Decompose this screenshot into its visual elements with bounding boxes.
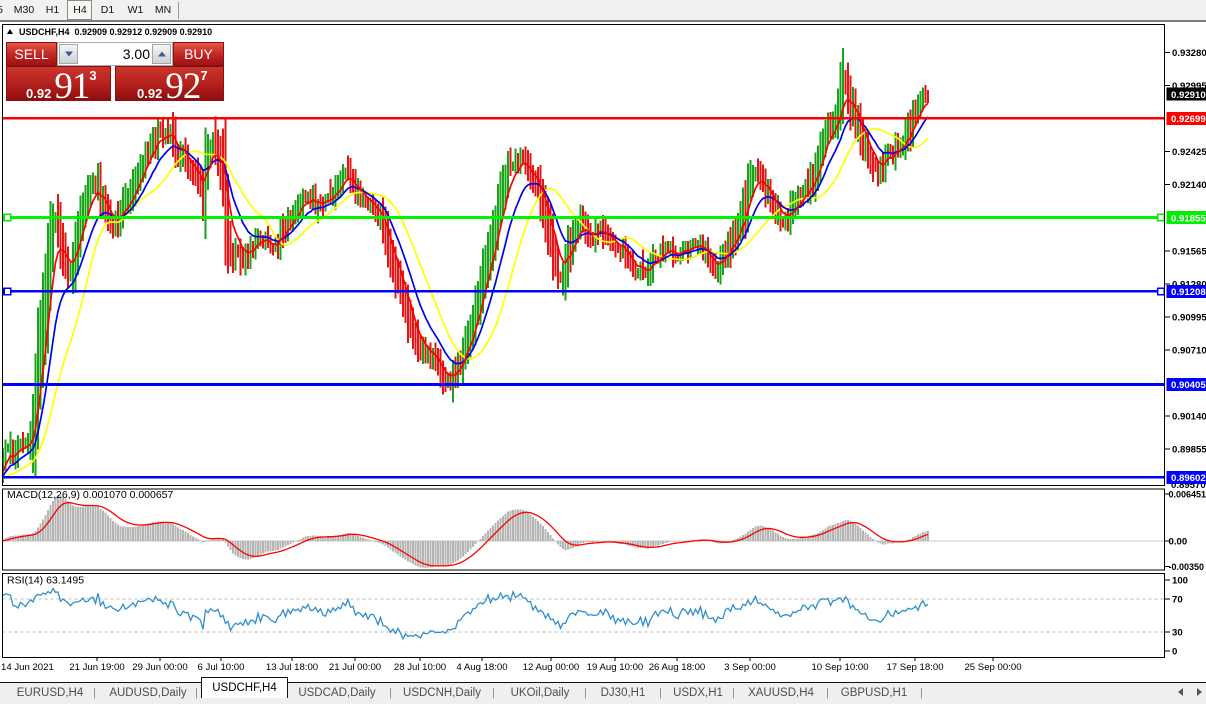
svg-text:0.92910: 0.92910: [1171, 90, 1206, 101]
svg-text:28 Jul 10:00: 28 Jul 10:00: [394, 662, 446, 673]
svg-text:25 Sep 00:00: 25 Sep 00:00: [964, 662, 1021, 673]
svg-text:0.93280: 0.93280: [1172, 48, 1206, 59]
svg-text:70: 70: [1172, 595, 1183, 606]
svg-text:10 Sep 10:00: 10 Sep 10:00: [811, 662, 868, 673]
svg-text:14 Jun 2021: 14 Jun 2021: [1, 662, 54, 673]
svg-text:4 Aug 18:00: 4 Aug 18:00: [456, 662, 507, 673]
svg-text:6 Jul 10:00: 6 Jul 10:00: [198, 662, 245, 673]
svg-text:19 Aug 10:00: 19 Aug 10:00: [587, 662, 644, 673]
svg-text:0.89570: 0.89570: [1171, 480, 1206, 491]
svg-text:0.00: 0.00: [1169, 537, 1188, 548]
svg-text:26 Aug 18:00: 26 Aug 18:00: [649, 662, 706, 673]
svg-text:30: 30: [1172, 628, 1183, 639]
svg-text:0.92699: 0.92699: [1171, 114, 1206, 125]
svg-text:0.006451: 0.006451: [1169, 490, 1206, 500]
svg-text:0: 0: [1172, 647, 1177, 658]
svg-text:21 Jul 00:00: 21 Jul 00:00: [329, 662, 381, 673]
svg-text:100: 100: [1172, 576, 1188, 587]
svg-text:0.92140: 0.92140: [1172, 180, 1206, 191]
svg-text:29 Jun 00:00: 29 Jun 00:00: [132, 662, 187, 673]
svg-text:13 Jul 18:00: 13 Jul 18:00: [266, 662, 318, 673]
svg-text:21 Jun 19:00: 21 Jun 19:00: [69, 662, 124, 673]
svg-text:0.89855: 0.89855: [1172, 445, 1206, 456]
svg-text:MACD(12,26,9) 0.001070 0.00065: MACD(12,26,9) 0.001070 0.000657: [7, 489, 174, 501]
svg-text:3 Sep 00:00: 3 Sep 00:00: [724, 662, 776, 673]
svg-text:0.90710: 0.90710: [1172, 346, 1206, 357]
svg-text:0.91208: 0.91208: [1171, 287, 1206, 298]
svg-text:0.92995: 0.92995: [1172, 81, 1206, 92]
svg-text:-0.00350: -0.00350: [1169, 562, 1205, 572]
svg-text:0.89602: 0.89602: [1171, 473, 1206, 484]
svg-text:RSI(14) 63.1495: RSI(14) 63.1495: [7, 575, 84, 587]
svg-text:0.90995: 0.90995: [1172, 313, 1206, 324]
svg-text:0.91855: 0.91855: [1171, 213, 1206, 224]
svg-text:0.92425: 0.92425: [1172, 147, 1206, 158]
svg-text:0.91565: 0.91565: [1172, 247, 1206, 258]
svg-text:0.90405: 0.90405: [1171, 380, 1206, 391]
svg-text:0.90140: 0.90140: [1172, 412, 1206, 423]
svg-text:17 Sep 18:00: 17 Sep 18:00: [886, 662, 943, 673]
svg-text:12 Aug 00:00: 12 Aug 00:00: [523, 662, 580, 673]
